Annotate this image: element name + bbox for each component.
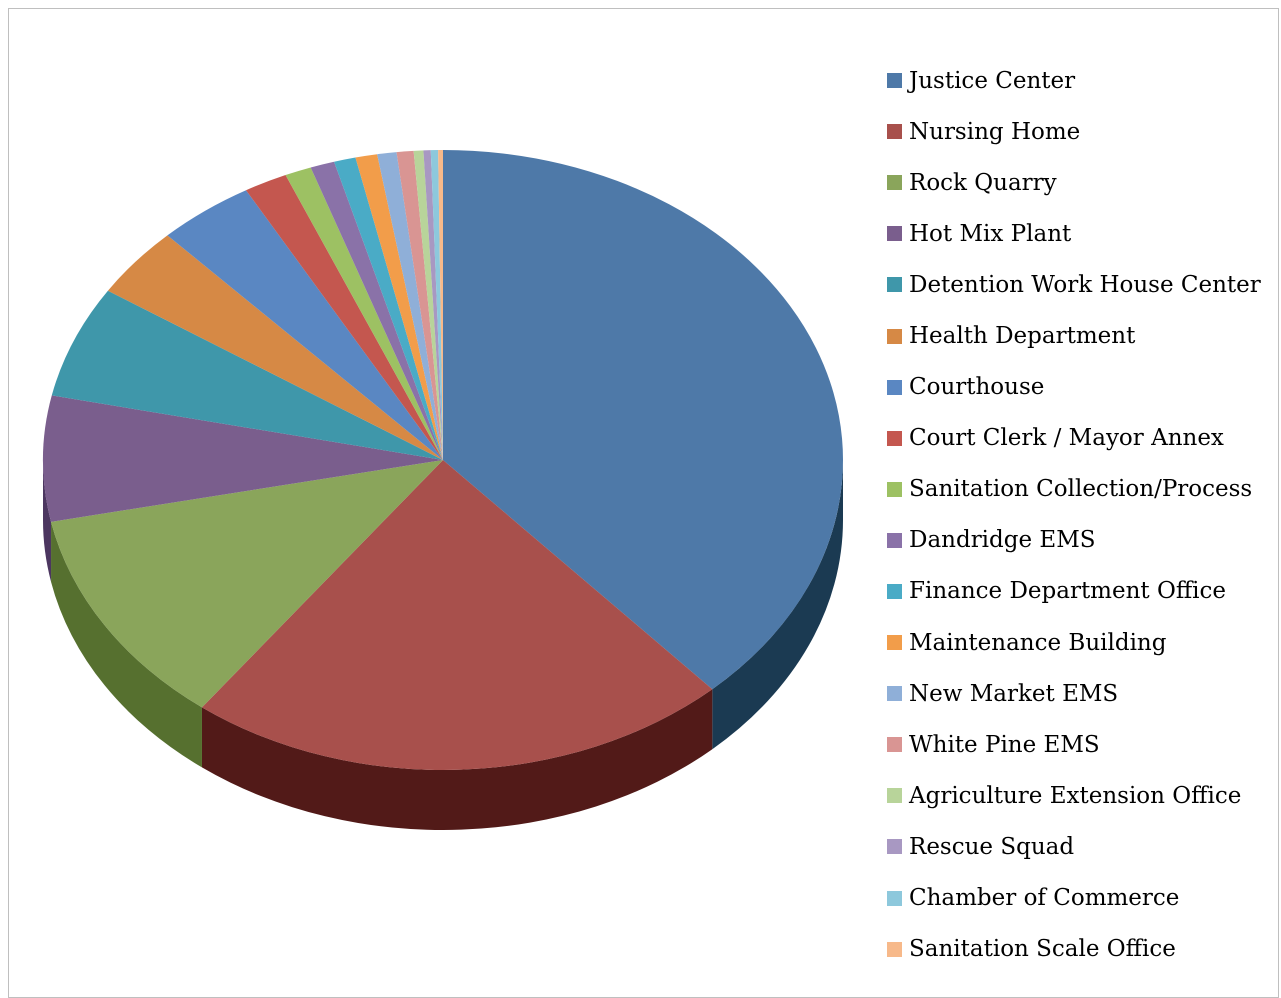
pie-slice-finance-department-office[interactable]: [334, 157, 443, 461]
legend-swatch: [887, 226, 902, 242]
legend-swatch: [887, 328, 902, 344]
legend-item-maintenance-building: Maintenance Building: [887, 617, 1261, 668]
legend-item-detention-work-house-center: Detention Work House Center: [887, 259, 1261, 310]
legend-item-court-clerk-mayor-annex: Court Clerk / Mayor Annex: [887, 413, 1261, 464]
legend-label: Chamber of Commerce: [909, 885, 1180, 912]
chart-legend: Justice Center Nursing Home Rock Quarry Hot…: [887, 55, 1261, 975]
pie-slice-nursing-home[interactable]: [201, 460, 713, 770]
legend-item-rock-quarry: Rock Quarry: [887, 157, 1261, 208]
legend-item-chamber-of-commerce: Chamber of Commerce: [887, 873, 1261, 924]
legend-swatch: [887, 124, 902, 140]
pie-slice-white-pine-ems[interactable]: [396, 150, 443, 460]
pie-slice-sanitation-collection-process[interactable]: [285, 167, 443, 460]
legend-label: Rock Quarry: [909, 169, 1057, 196]
legend-item-finance-department-office: Finance Department Office: [887, 566, 1261, 617]
pie-slices: [42, 150, 843, 770]
pie-slice-rock-quarry[interactable]: [51, 460, 444, 708]
legend-item-hot-mix-plant: Hot Mix Plant: [887, 208, 1261, 259]
pie-slice-hot-mix-plant[interactable]: [42, 395, 443, 522]
legend-label: Sanitation Collection/Process: [909, 476, 1253, 503]
legend-swatch: [887, 430, 902, 446]
legend-swatch: [887, 788, 902, 804]
legend-swatch: [887, 379, 902, 395]
pie-side-hot-mix-plant: [43, 460, 52, 582]
legend-label: Detention Work House Center: [909, 271, 1261, 298]
legend-label: New Market EMS: [909, 680, 1119, 707]
legend-label: Agriculture Extension Office: [909, 782, 1242, 809]
legend-swatch: [887, 737, 902, 753]
legend-label: Nursing Home: [909, 118, 1081, 145]
legend-label: Court Clerk / Mayor Annex: [909, 425, 1224, 452]
legend-swatch: [887, 890, 902, 906]
pie-side-justice-center: [712, 460, 843, 750]
pie-slice-rescue-squad[interactable]: [423, 150, 443, 460]
legend-item-sanitation-collection-process: Sanitation Collection/Process: [887, 464, 1261, 515]
legend-item-sanitation-scale-office: Sanitation Scale Office: [887, 924, 1261, 975]
legend-item-new-market-ems: New Market EMS: [887, 668, 1261, 719]
pie-slice-justice-center[interactable]: [443, 150, 843, 690]
pie-slice-maintenance-building[interactable]: [355, 154, 443, 460]
legend-label: Hot Mix Plant: [909, 220, 1072, 247]
legend-item-courthouse: Courthouse: [887, 362, 1261, 413]
pie-slice-new-market-ems[interactable]: [377, 152, 443, 460]
pie-slice-detention-work-house-center[interactable]: [51, 290, 443, 460]
legend-item-nursing-home: Nursing Home: [887, 106, 1261, 157]
legend-label: Rescue Squad: [909, 833, 1075, 860]
pie-slice-health-department[interactable]: [107, 235, 443, 460]
pie-side-nursing-home: [201, 689, 713, 830]
legend-swatch: [887, 73, 902, 89]
pie-slice-sanitation-scale-office[interactable]: [438, 150, 443, 460]
legend-label: Health Department: [909, 323, 1136, 350]
legend-swatch: [887, 635, 902, 651]
legend-label: Dandridge EMS: [909, 527, 1096, 554]
legend-swatch: [887, 532, 902, 548]
pie-slice-dandridge-ems[interactable]: [310, 161, 443, 460]
legend-label: Courthouse: [909, 374, 1045, 401]
legend-item-justice-center: Justice Center: [887, 55, 1261, 106]
pie-slice-agriculture-extension-office[interactable]: [413, 150, 443, 460]
legend-label: Finance Department Office: [909, 578, 1227, 605]
legend-item-rescue-squad: Rescue Squad: [887, 821, 1261, 872]
legend-swatch: [887, 839, 902, 855]
legend-item-dandridge-ems: Dandridge EMS: [887, 515, 1261, 566]
legend-item-health-department: Health Department: [887, 310, 1261, 361]
pie-slice-chamber-of-commerce[interactable]: [430, 150, 443, 460]
pie-side-rock-quarry: [51, 521, 202, 768]
pie-slice-court-clerk-mayor-annex[interactable]: [246, 175, 443, 460]
legend-item-white-pine-ems: White Pine EMS: [887, 719, 1261, 770]
legend-swatch: [887, 686, 902, 702]
legend-label: Sanitation Scale Office: [909, 936, 1176, 963]
legend-item-agriculture-extension-office: Agriculture Extension Office: [887, 770, 1261, 821]
pie-sides: [43, 460, 843, 830]
legend-swatch: [887, 583, 902, 599]
legend-swatch: [887, 277, 902, 293]
pie-slice-courthouse[interactable]: [167, 190, 443, 460]
legend-label: Maintenance Building: [909, 629, 1167, 656]
legend-swatch: [887, 481, 902, 497]
legend-label: Justice Center: [909, 67, 1076, 94]
legend-label: White Pine EMS: [909, 731, 1100, 758]
legend-swatch: [887, 175, 902, 191]
legend-swatch: [887, 941, 902, 957]
